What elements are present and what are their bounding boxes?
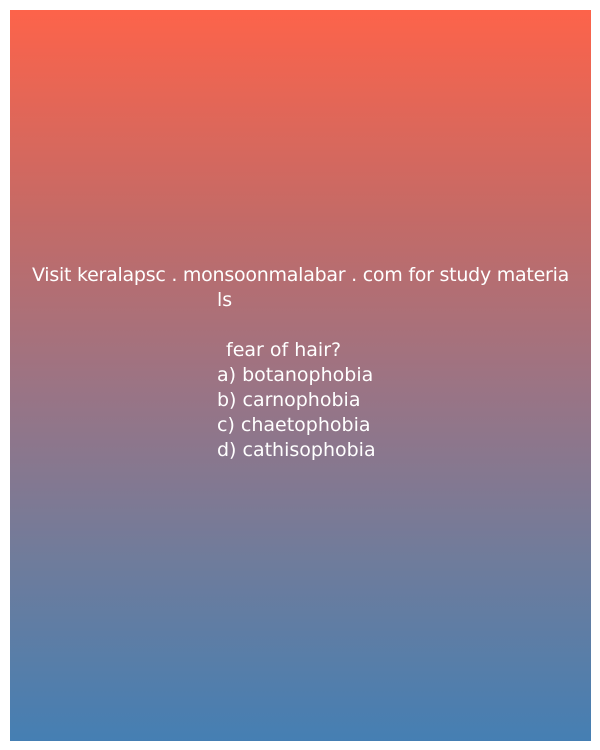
quiz-card: Visit keralapsc . monsoonmalabar . com f… bbox=[10, 10, 591, 741]
promo-text-line-1: Visit keralapsc . monsoonmalabar . com f… bbox=[31, 264, 570, 286]
blank-line bbox=[10, 313, 591, 338]
option-c: c) chaetophobia bbox=[217, 414, 371, 436]
question-text: fear of hair? bbox=[226, 339, 342, 361]
promo-text-line-2: ls bbox=[217, 289, 233, 311]
option-d: d) cathisophobia bbox=[217, 439, 376, 461]
option-b: b) carnophobia bbox=[217, 389, 361, 411]
quiz-content: Visit keralapsc . monsoonmalabar . com f… bbox=[10, 263, 591, 463]
option-a: a) botanophobia bbox=[217, 364, 374, 386]
